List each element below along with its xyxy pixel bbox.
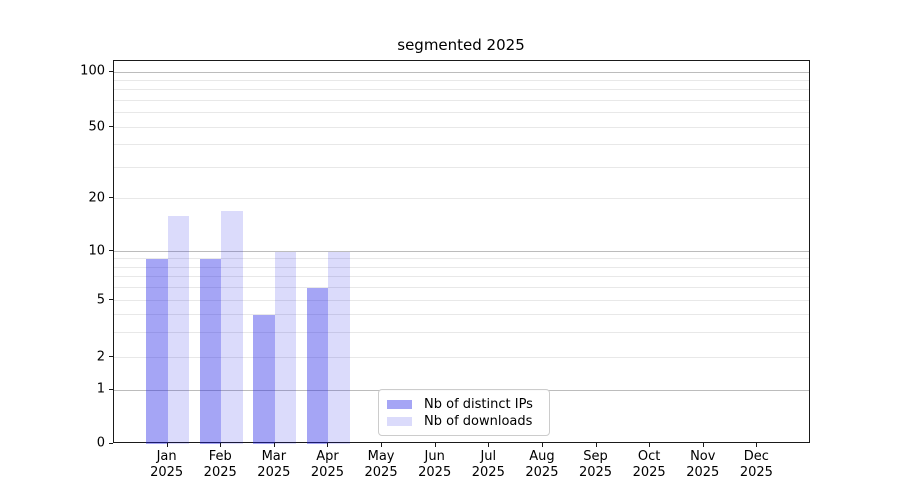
x-tick-oct [649, 443, 651, 447]
bar-jan-downloads [167, 215, 189, 444]
x-tick-label-may: May 2025 [364, 449, 398, 480]
x-tick-dec [756, 443, 758, 447]
gridline-60 [114, 112, 809, 114]
bar-apr-distinct-ips [307, 287, 329, 444]
legend-swatch-downloads-icon [387, 417, 412, 426]
x-tick-label-oct: Oct 2025 [632, 449, 666, 480]
x-tick-jan [166, 443, 168, 447]
x-tick-may [381, 443, 383, 447]
y-tick-label-0: 0 [96, 435, 105, 451]
y-tick-label-2: 2 [96, 349, 105, 364]
x-tick-label-dec: Dec 2025 [739, 449, 773, 480]
y-tick-label-50: 50 [88, 119, 105, 134]
y-tick-2 [109, 356, 113, 357]
y-tick-5 [109, 299, 113, 301]
chart-title: segmented 2025 [397, 36, 525, 54]
y-tick-20 [109, 197, 113, 198]
gridline-5 [114, 300, 809, 302]
x-tick-label-jan: Jan 2025 [150, 449, 184, 480]
x-tick-label-nov: Nov 2025 [686, 449, 720, 480]
gridline-30 [114, 166, 809, 168]
bar-mar-distinct-ips [253, 314, 275, 444]
gridline-2 [114, 357, 809, 358]
y-tick-100 [109, 70, 113, 72]
gridline-100 [114, 71, 809, 73]
y-tick-1 [109, 388, 113, 390]
x-tick-label-jun: Jun 2025 [418, 449, 452, 480]
y-tick-label-20: 20 [88, 190, 105, 205]
y-tick-10 [109, 250, 113, 251]
gridline-70 [114, 100, 809, 102]
x-tick-aug [541, 443, 543, 447]
legend-label-distinct-ips: Nb of distinct IPs [424, 397, 533, 412]
x-tick-apr [327, 443, 329, 447]
x-tick-jul [488, 443, 490, 447]
bar-apr-downloads [328, 251, 350, 444]
legend: Nb of distinct IPs Nb of downloads [378, 389, 550, 436]
gridline-80 [114, 89, 809, 91]
legend-label-downloads: Nb of downloads [424, 414, 533, 429]
x-tick-mar [273, 443, 275, 447]
x-tick-label-feb: Feb 2025 [203, 449, 237, 480]
x-tick-feb [220, 443, 222, 447]
gridline-6 [114, 287, 809, 289]
gridline-90 [114, 79, 809, 81]
legend-row-downloads: Nb of downloads [387, 413, 541, 430]
gridline-50 [114, 127, 809, 128]
bar-jan-distinct-ips [146, 258, 168, 444]
legend-row-distinct-ips: Nb of distinct IPs [387, 396, 541, 413]
x-tick-label-jul: Jul 2025 [471, 449, 505, 480]
bar-feb-distinct-ips [199, 258, 222, 444]
bar-feb-downloads [221, 210, 243, 444]
y-tick-50 [109, 126, 113, 127]
x-tick-nov [702, 443, 704, 447]
gridline-4 [114, 314, 809, 316]
y-tick-label-100: 100 [80, 63, 105, 79]
gridline-3 [114, 331, 809, 333]
y-tick-label-1: 1 [96, 381, 105, 397]
legend-swatch-distinct-ips-icon [387, 400, 412, 409]
gridline-7 [114, 276, 809, 278]
gridline-8 [114, 266, 809, 268]
x-tick-label-sep: Sep 2025 [578, 449, 613, 480]
gridline-9 [114, 258, 809, 260]
plot-area [113, 60, 810, 444]
x-tick-label-mar: Mar 2025 [257, 449, 291, 480]
y-tick-label-5: 5 [96, 292, 105, 308]
y-tick-label-10: 10 [88, 243, 105, 258]
gridline-20 [114, 198, 809, 199]
x-tick-label-apr: Apr 2025 [310, 449, 344, 480]
x-tick-label-aug: Aug 2025 [525, 449, 559, 480]
y-tick-0 [109, 442, 113, 444]
x-tick-jun [434, 443, 436, 447]
gridline-40 [114, 144, 809, 146]
gridline-10 [114, 251, 809, 252]
x-tick-sep [595, 443, 597, 447]
bar-mar-downloads [274, 251, 297, 444]
